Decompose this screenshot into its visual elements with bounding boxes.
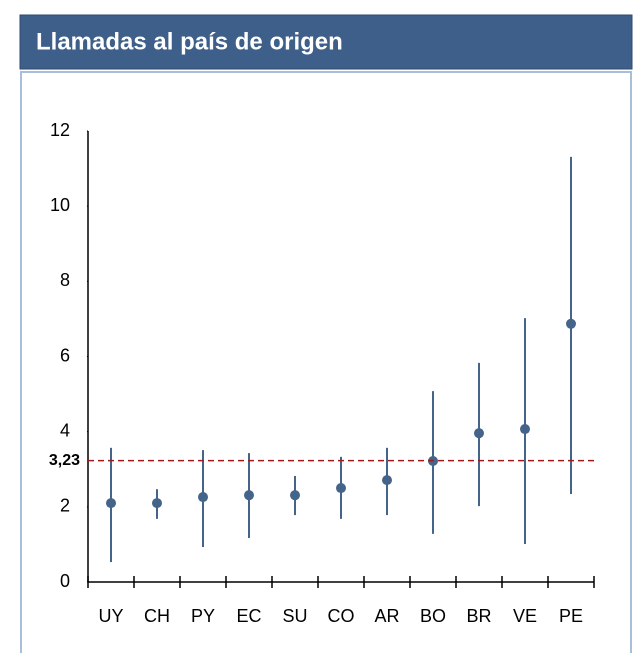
point: [566, 318, 576, 329]
header: [19, 14, 633, 70]
chart-title: Llamadas al país de origen: [36, 28, 343, 55]
panel-border: [20, 71, 632, 653]
x-tick-label: CH: [144, 606, 170, 626]
point: [336, 483, 346, 494]
x-tick-label: CO: [328, 606, 355, 626]
y-tick-label: 8: [60, 270, 70, 290]
y-tick-label: 0: [60, 571, 70, 591]
point: [290, 490, 300, 501]
y-tick-label: 10: [50, 195, 70, 215]
x-tick-label: VE: [513, 606, 537, 626]
y-tick-label: 12: [50, 120, 70, 140]
x-tick-label: AR: [374, 606, 399, 626]
x-tick-label: EC: [236, 606, 261, 626]
reference-label: 3,23: [49, 452, 80, 469]
x-tick-label: SU: [282, 606, 307, 626]
point: [382, 475, 392, 486]
x-tick-label: PY: [191, 606, 215, 626]
y-tick-label: 6: [60, 345, 70, 365]
x-tick-label: BR: [466, 606, 491, 626]
point: [520, 424, 530, 435]
y-tick-label: 2: [60, 496, 70, 516]
x-tick-label: PE: [559, 606, 583, 626]
point: [152, 498, 162, 509]
point: [244, 490, 254, 501]
point: [106, 498, 116, 509]
x-tick-label: BO: [420, 606, 446, 626]
x-tick-label: UY: [98, 606, 123, 626]
point: [474, 428, 484, 439]
point: [198, 492, 208, 503]
y-tick-label: 4: [60, 420, 70, 440]
